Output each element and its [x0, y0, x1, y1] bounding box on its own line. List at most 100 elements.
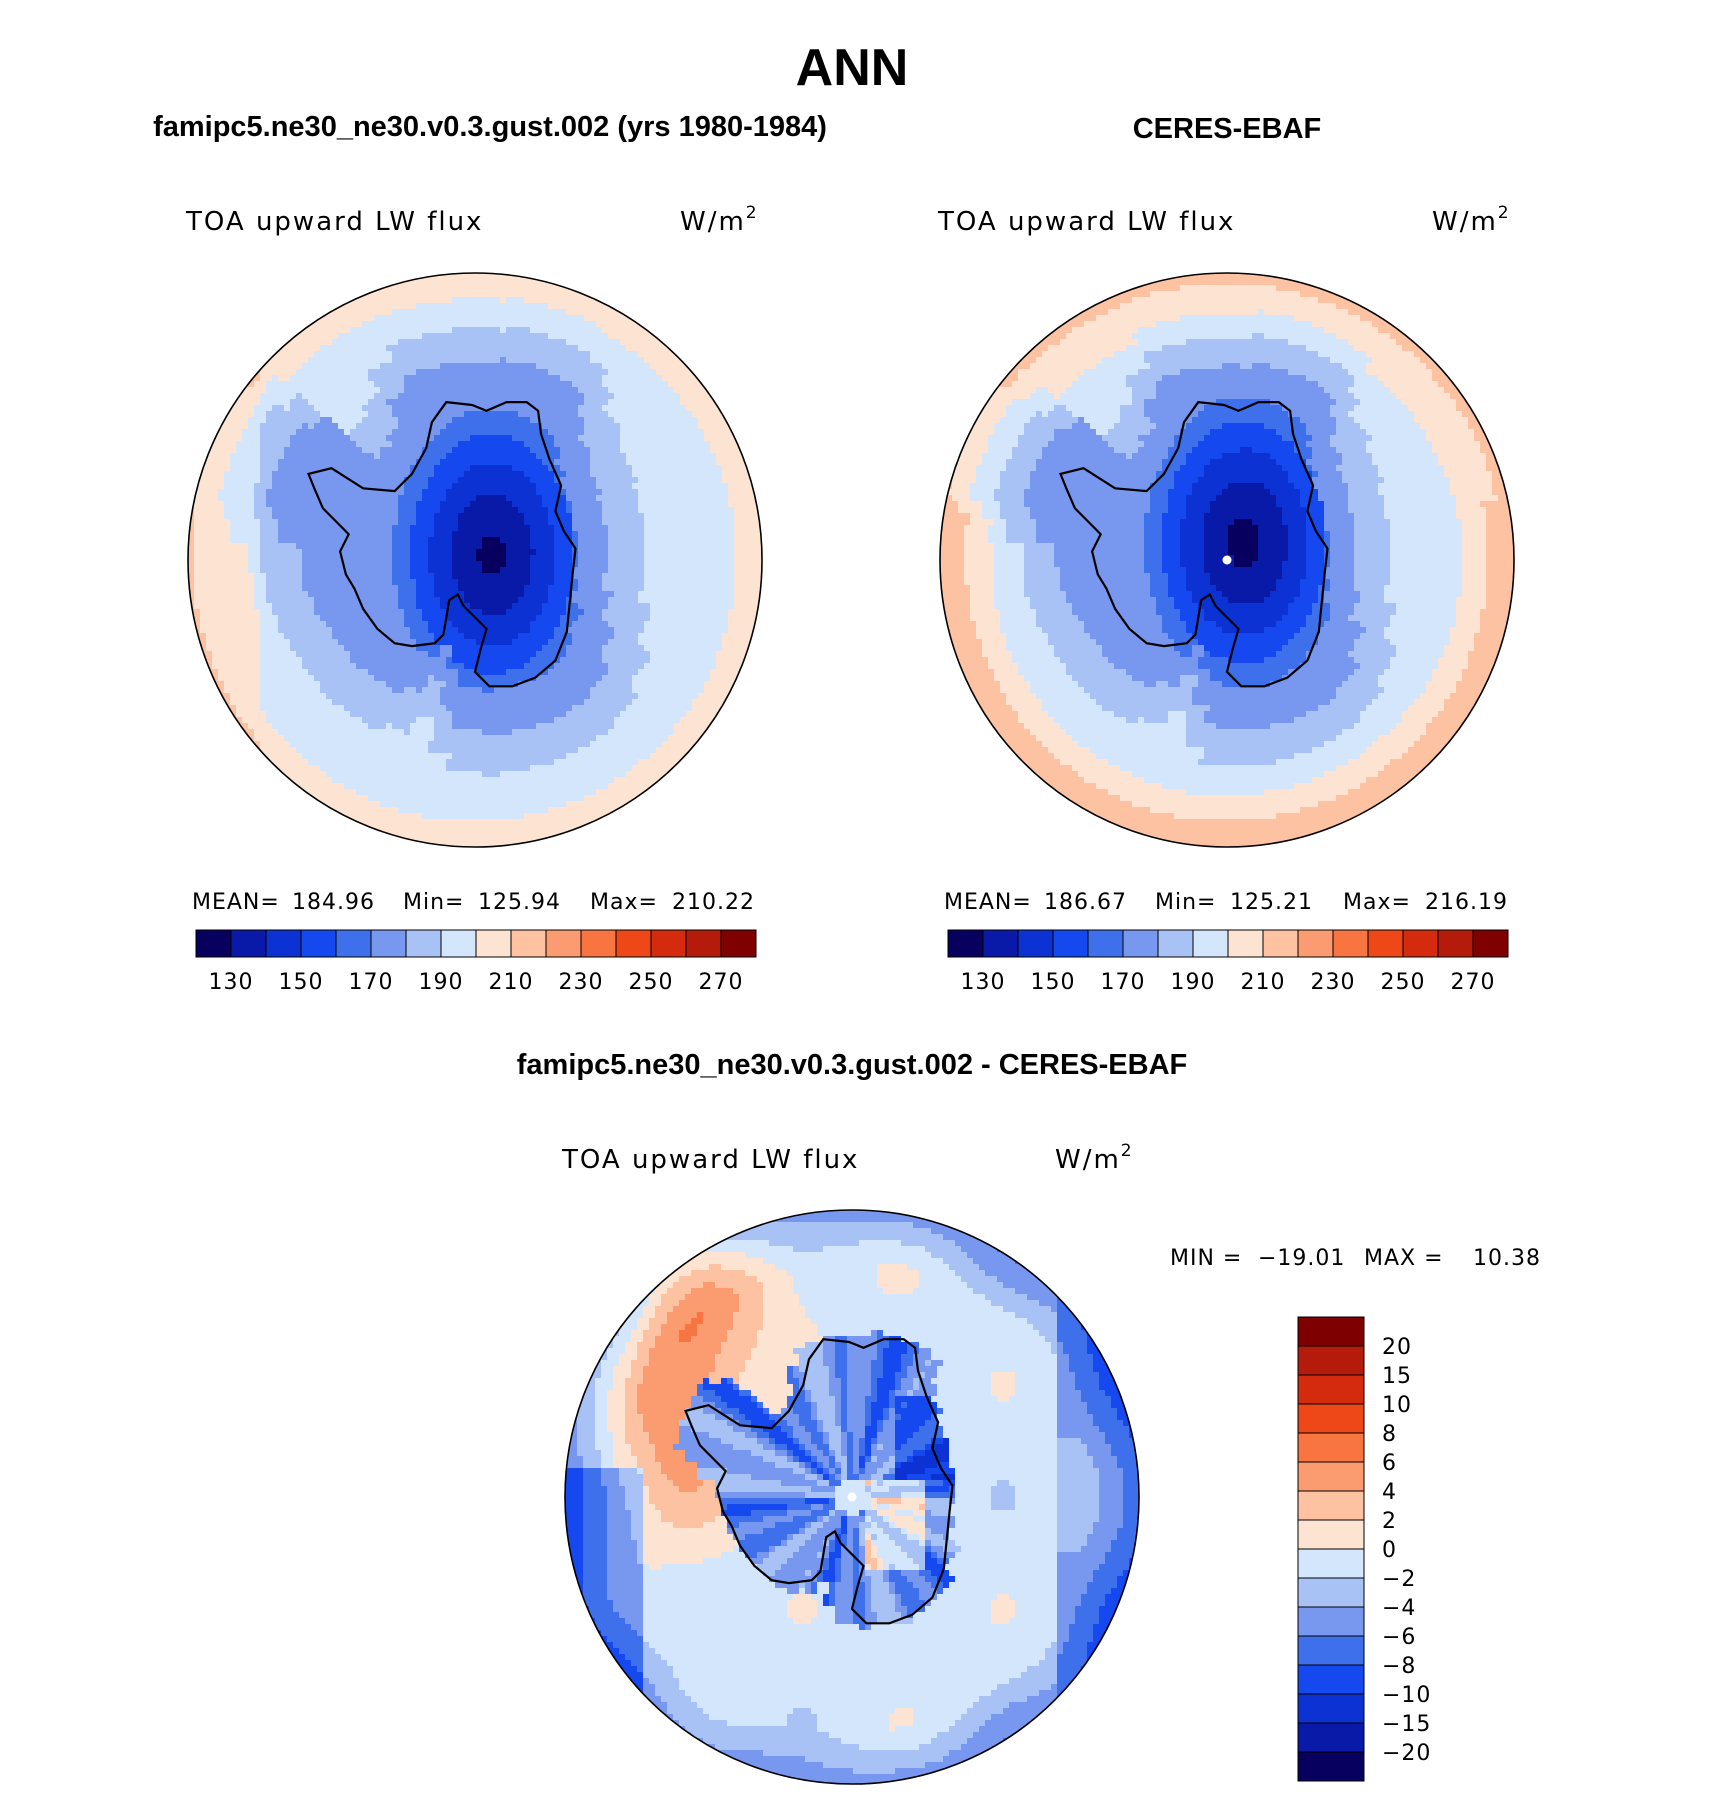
contour-cell: [560, 477, 567, 484]
contour-cell: [392, 549, 399, 556]
contour-cell: [590, 537, 597, 544]
contour-cell: [698, 393, 705, 400]
contour-cell: [422, 459, 429, 466]
contour-cell: [536, 285, 543, 292]
contour-cell: [632, 579, 639, 586]
contour-cell: [650, 513, 657, 520]
contour-cell: [530, 495, 537, 502]
contour-cell: [272, 633, 279, 640]
contour-cell: [638, 351, 645, 358]
contour-cell: [206, 591, 213, 598]
contour-cell: [422, 531, 429, 538]
contour-cell: [422, 399, 429, 406]
contour-cell: [200, 537, 207, 544]
contour-cell: [518, 579, 525, 586]
contour-cell: [572, 435, 579, 442]
contour-cell: [644, 561, 651, 568]
contour-cell: [674, 609, 681, 616]
contour-cell: [740, 489, 747, 496]
contour-cell: [236, 549, 243, 556]
contour-cell: [320, 525, 327, 532]
contour-cell: [752, 477, 759, 484]
contour-cell: [602, 471, 609, 478]
contour-cell: [752, 501, 759, 508]
contour-cell: [596, 393, 603, 400]
contour-cell: [386, 321, 393, 328]
contour-cell: [344, 291, 351, 298]
contour-cell: [404, 459, 411, 466]
contour-cell: [302, 405, 309, 412]
contour-cell: [224, 459, 231, 466]
contour-cell: [488, 339, 495, 346]
contour-cell: [632, 321, 639, 328]
contour-cell: [326, 435, 333, 442]
contour-cell: [644, 417, 651, 424]
contour-cell: [500, 285, 507, 292]
contour-cell: [596, 603, 603, 610]
contour-cell: [416, 327, 423, 334]
contour-cell: [440, 585, 447, 592]
contour-cell: [524, 285, 531, 292]
contour-cell: [482, 519, 489, 526]
contour-cell: [638, 327, 645, 334]
contour-cell: [518, 447, 525, 454]
contour-cell: [392, 633, 399, 640]
contour-cell: [494, 579, 501, 586]
contour-cell: [428, 351, 435, 358]
contour-cell: [302, 573, 309, 580]
contour-cell: [476, 387, 483, 394]
contour-cell: [614, 441, 621, 448]
contour-cell: [518, 315, 525, 322]
contour-cell: [530, 525, 537, 532]
contour-cell: [512, 543, 519, 550]
contour-cell: [422, 291, 429, 298]
contour-cell: [536, 315, 543, 322]
contour-cell: [578, 315, 585, 322]
contour-cell: [524, 297, 531, 304]
contour-cell: [524, 333, 531, 340]
contour-cell: [584, 399, 591, 406]
contour-cell: [470, 285, 477, 292]
contour-cell: [560, 399, 567, 406]
contour-cell: [530, 483, 537, 490]
contour-cell: [230, 609, 237, 616]
contour-cell: [572, 315, 579, 322]
contour-cell: [314, 585, 321, 592]
contour-cell: [518, 435, 525, 442]
contour-cell: [644, 429, 651, 436]
contour-cell: [680, 411, 687, 418]
contour-cell: [638, 387, 645, 394]
contour-cell: [482, 423, 489, 430]
contour-cell: [692, 447, 699, 454]
contour-cell: [638, 447, 645, 454]
contour-cell: [536, 339, 543, 346]
contour-cell: [716, 531, 723, 538]
contour-cell: [560, 369, 567, 376]
contour-cell: [752, 573, 759, 580]
contour-cell: [260, 483, 267, 490]
contour-cell: [440, 603, 447, 610]
contour-cell: [350, 357, 357, 364]
contour-cell: [632, 531, 639, 538]
contour-cell: [662, 345, 669, 352]
contour-cell: [308, 333, 315, 340]
contour-cell: [248, 501, 255, 508]
contour-cell: [470, 483, 477, 490]
contour-cell: [410, 405, 417, 412]
contour-cell: [494, 315, 501, 322]
contour-cell: [434, 321, 441, 328]
contour-cell: [530, 591, 537, 598]
contour-cell: [278, 627, 285, 634]
contour-cell: [434, 609, 441, 616]
contour-cell: [458, 453, 465, 460]
contour-cell: [638, 603, 645, 610]
contour-cell: [338, 429, 345, 436]
contour-cell: [434, 531, 441, 538]
contour-cell: [302, 519, 309, 526]
contour-cell: [440, 393, 447, 400]
contour-cell: [374, 609, 381, 616]
contour-cell: [734, 465, 741, 472]
contour-cell: [374, 333, 381, 340]
contour-cell: [554, 591, 561, 598]
contour-cell: [650, 363, 657, 370]
